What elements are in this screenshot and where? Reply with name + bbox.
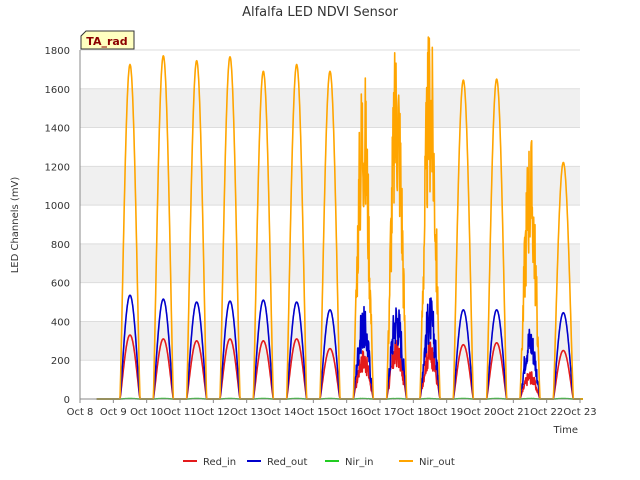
y-tick-label: 400 (51, 317, 70, 328)
legend-label: Red_in (203, 457, 236, 468)
x-ticks: Oct 8 Oct 9 Oct 10 Oct 11 Oct 12 Oct 13 Oct 14… (67, 399, 597, 418)
y-ticks: 0 200 400 600 800 1000 1200 1400 1600 1800 (45, 46, 70, 406)
y-tick-label: 800 (51, 240, 70, 251)
plot-band (80, 282, 580, 322)
x-tick-label: Oct 11 (163, 407, 196, 418)
x-tick-label: Oct 17 (363, 407, 396, 418)
plot-band (80, 321, 580, 361)
plot-band (80, 166, 580, 206)
x-tick-label: Oct 13 (230, 407, 263, 418)
y-tick-label: 1200 (45, 162, 70, 173)
y-tick-label: 1800 (45, 46, 70, 57)
y-tick-label: 600 (51, 279, 70, 290)
y-tick-label: 0 (64, 395, 70, 406)
legend-label: Red_out (267, 457, 307, 468)
axes (79, 50, 580, 400)
badge-label: TA_rad (86, 35, 127, 48)
x-tick-label: Oct 15 (297, 407, 330, 418)
x-tick-label: Oct 8 (67, 407, 94, 418)
x-tick-label: Oct 16 (330, 407, 363, 418)
plot-band (80, 50, 580, 89)
x-tick-label: Oct 21 (497, 407, 530, 418)
plot-band (80, 360, 580, 399)
x-tick-label: Oct 9 (100, 407, 127, 418)
x-tick-label: Oct 19 (430, 407, 463, 418)
x-tick-label: Oct 20 (463, 407, 496, 418)
x-tick-label: Oct 14 (263, 407, 296, 418)
y-tick-label: 1400 (45, 124, 70, 135)
plot-band (80, 127, 580, 167)
plot-background-bands (80, 50, 580, 399)
x-tick-label: Oct 10 (130, 407, 163, 418)
x-tick-label: Oct 12 (197, 407, 230, 418)
x-axis-label: Time (553, 425, 578, 436)
badge: TA_rad (80, 30, 135, 50)
chart-title: Alfalfa LED NDVI Sensor (242, 5, 399, 20)
badge-shape (80, 30, 135, 50)
plot-band (80, 205, 580, 244)
grid-lines (80, 49, 580, 400)
plot-band (80, 243, 580, 283)
legend-label: Nir_out (419, 457, 455, 468)
y-tick-label: 1600 (45, 85, 70, 96)
y-tick-label: 1000 (45, 201, 70, 212)
x-tick-label: Oct 18 (397, 407, 430, 418)
y-axis-label: LED Channels (mV) (10, 177, 21, 274)
legend-label: Nir_in (345, 457, 374, 468)
legend: Red_in Red_out Nir_in Nir_out (183, 457, 455, 468)
x-tick-label: Oct 23 (563, 407, 596, 418)
y-tick-label: 200 (51, 356, 70, 367)
plot-band (80, 88, 580, 128)
x-tick-label: Oct 22 (530, 407, 563, 418)
